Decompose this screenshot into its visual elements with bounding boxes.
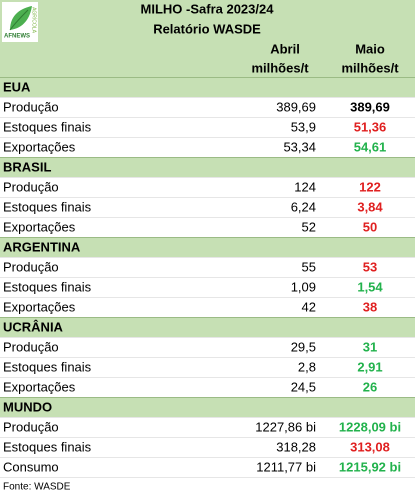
row-label: Produção [3, 179, 59, 194]
abril-value: 42 [302, 299, 316, 314]
abril-value: 1227,86 bi [255, 419, 316, 434]
row-label: Exportações [3, 299, 76, 314]
abril-value: 52 [302, 219, 316, 234]
column-name: Maio [355, 41, 385, 56]
maio-value: 26 [363, 379, 377, 394]
maio-value: 31 [363, 339, 377, 354]
section-name: EUA [3, 79, 31, 94]
logo: AFNEWS AGRÍCOLA [2, 2, 38, 42]
maio-value: 53 [363, 259, 377, 274]
maio-value: 3,84 [357, 199, 383, 214]
abril-value: 124 [294, 179, 316, 194]
abril-value: 1211,77 bi [256, 459, 316, 474]
abril-value: 6,24 [291, 199, 316, 214]
row-label: Exportações [3, 379, 76, 394]
maio-value: 1,54 [357, 279, 383, 294]
logo-vein [9, 9, 29, 31]
section-name: UCRÂNIA [3, 319, 64, 334]
maio-value: 122 [359, 179, 381, 194]
section-background [0, 157, 415, 177]
section-background [0, 237, 415, 257]
row-label: Exportações [3, 219, 76, 234]
row-label: Produção [3, 259, 59, 274]
maio-value: 1228,09 bi [339, 419, 401, 434]
abril-value: 29,5 [291, 339, 316, 354]
row-label: Estoques finais [3, 119, 92, 134]
maio-value: 51,36 [354, 119, 387, 134]
title: MILHO -Safra 2023/24 [141, 1, 275, 16]
section-background [0, 397, 415, 417]
abril-value: 318,28 [276, 439, 316, 454]
column-unit: milhões/t [251, 60, 309, 75]
row-label: Exportações [3, 139, 76, 154]
row-label: Consumo [3, 459, 59, 474]
row-label: Estoques finais [3, 199, 92, 214]
section-name: MUNDO [3, 399, 52, 414]
logo-tag: AGRÍCOLA [31, 7, 38, 34]
maio-value: 38 [363, 299, 377, 314]
row-label: Estoques finais [3, 439, 92, 454]
subtitle: Relatório WASDE [153, 21, 261, 36]
maio-value: 2,91 [357, 359, 382, 374]
maio-value: 389,69 [350, 99, 390, 114]
abril-value: 55 [302, 259, 316, 274]
row-label: Estoques finais [3, 359, 92, 374]
logo-name: AFNEWS [4, 34, 30, 40]
section-name: ARGENTINA [3, 239, 81, 254]
maio-value: 313,08 [350, 439, 390, 454]
row-label: Produção [3, 99, 59, 114]
column-name: Abril [270, 41, 300, 56]
abril-value: 24,5 [291, 379, 316, 394]
row-label: Estoques finais [3, 279, 92, 294]
maio-value: 54,61 [354, 139, 387, 154]
section-name: BRASIL [3, 159, 51, 174]
abril-value: 1,09 [291, 279, 316, 294]
column-unit: milhões/t [341, 60, 399, 75]
row-label: Produção [3, 339, 59, 354]
section-background [0, 77, 415, 97]
maio-value: 1215,92 bi [339, 459, 401, 474]
abril-value: 53,9 [291, 119, 316, 134]
abril-value: 2,8 [298, 359, 316, 374]
maio-value: 50 [363, 219, 377, 234]
section-background [0, 317, 415, 337]
abril-value: 389,69 [276, 99, 316, 114]
source: Fonte: WASDE [3, 482, 71, 493]
abril-value: 53,34 [283, 139, 316, 154]
row-label: Produção [3, 419, 59, 434]
